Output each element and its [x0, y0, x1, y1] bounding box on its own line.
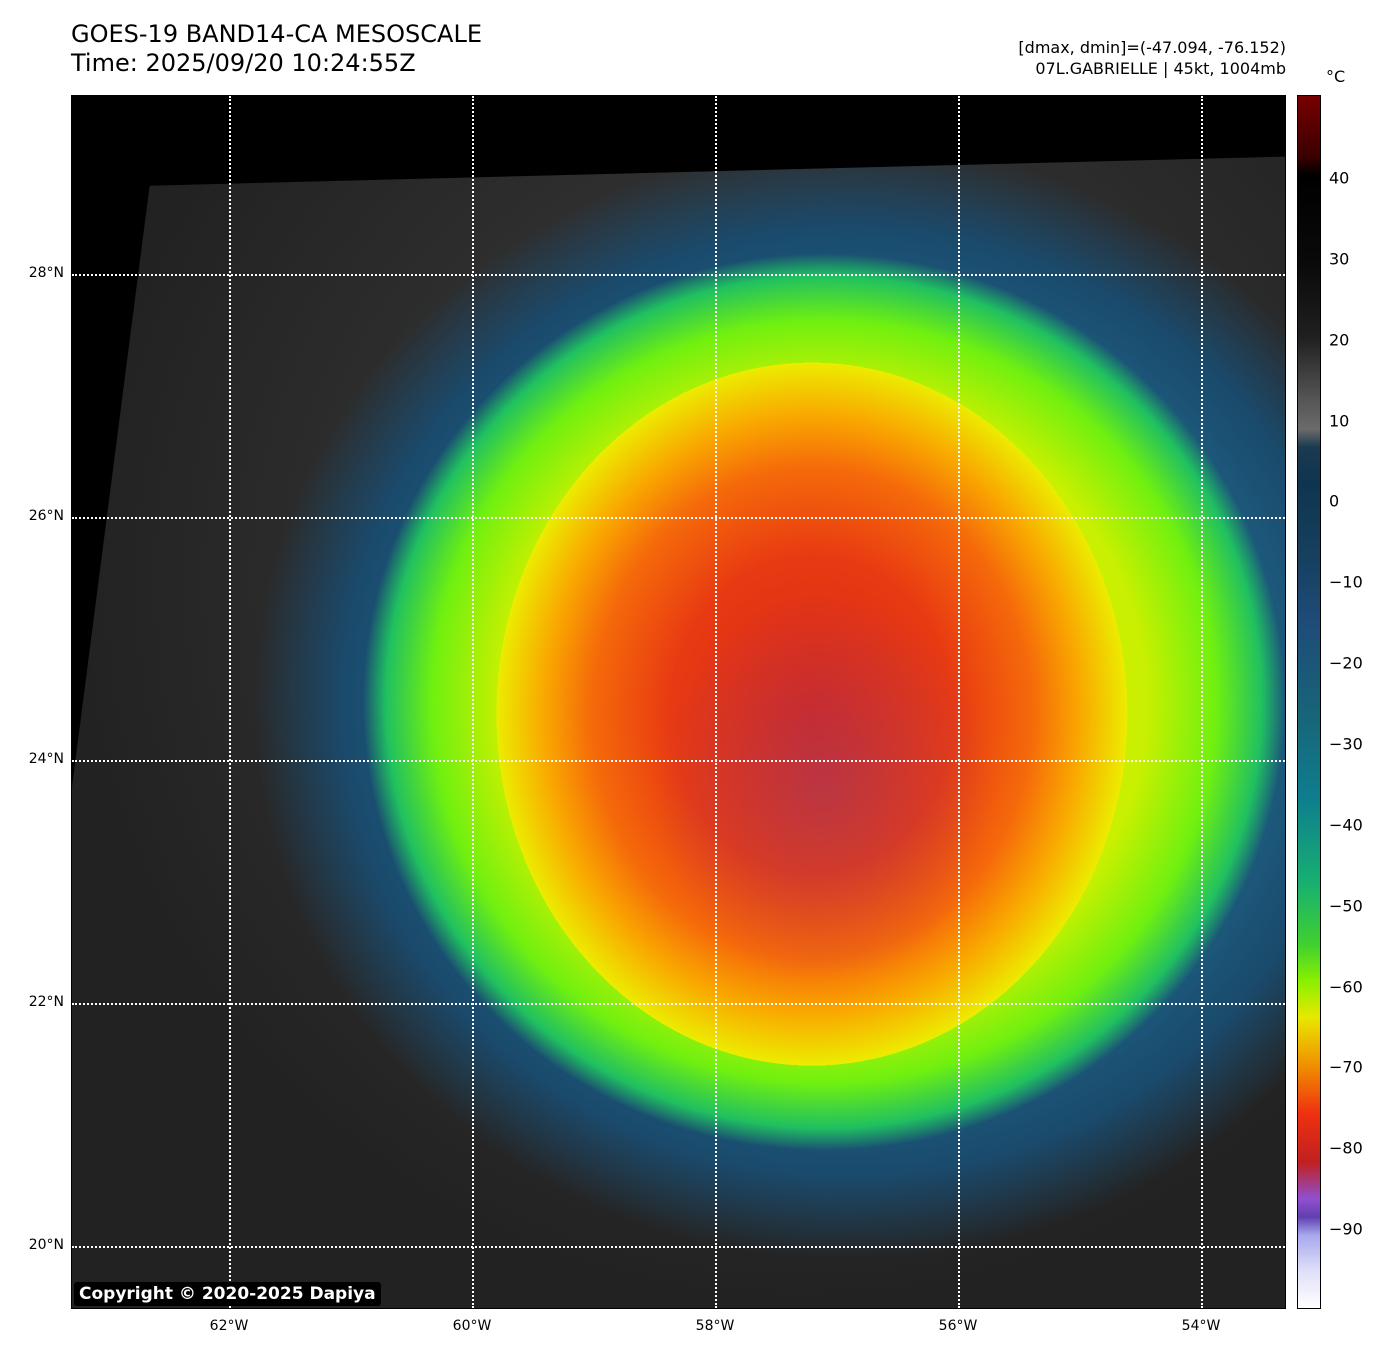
colorbar-tick: 20 [1329, 330, 1350, 350]
gridline-22n [72, 1003, 1285, 1005]
colorbar-tick: −30 [1329, 734, 1363, 754]
colorbar-tick: 40 [1329, 168, 1350, 188]
gridline-24n [72, 760, 1285, 762]
colorbar-tick: −20 [1329, 653, 1363, 673]
copyright: Copyright © 2020-2025 Dapiya [74, 1282, 381, 1306]
lat-label: 26°N [28, 508, 64, 524]
colorbar [1297, 95, 1321, 1309]
lon-label: 54°W [1181, 1318, 1221, 1334]
colorbar-tick: 30 [1329, 249, 1350, 269]
lat-label: 24°N [28, 751, 64, 767]
lon-label: 56°W [938, 1318, 978, 1334]
title-time: Time: 2025/09/20 10:24:55Z [71, 49, 416, 77]
gridline-28n [72, 274, 1285, 276]
gridline-62w [229, 96, 231, 1308]
gridline-20n [72, 1246, 1285, 1248]
colorbar-tick: −90 [1329, 1219, 1363, 1239]
storm-name-intensity: 07L.GABRIELLE | 45kt, 1004mb [1035, 59, 1286, 78]
colorbar-tick: −40 [1329, 815, 1363, 835]
dmax-dmin: [dmax, dmin]=(-47.094, -76.152) [1018, 38, 1286, 57]
colorbar-tick: 0 [1329, 491, 1340, 511]
lat-label: 20°N [28, 1237, 64, 1253]
colorbar-tick: −70 [1329, 1057, 1363, 1077]
lat-label: 28°N [28, 265, 64, 281]
satellite-map: Copyright © 2020-2025 Dapiya [71, 95, 1286, 1309]
ir-imagery [72, 156, 1285, 1308]
plot-title: GOES-19 BAND14-CA MESOSCALE Time: 2025/09… [71, 20, 482, 78]
lon-label: 60°W [452, 1318, 492, 1334]
colorbar-tick: −50 [1329, 896, 1363, 916]
lat-label: 22°N [28, 994, 64, 1010]
colorbar-tick: 10 [1329, 411, 1350, 431]
title-product: GOES-19 BAND14-CA MESOSCALE [71, 20, 482, 48]
gridline-54w [1201, 96, 1203, 1308]
gridline-56w [958, 96, 960, 1308]
colorbar-unit: °C [1326, 67, 1346, 86]
storm-info: [dmax, dmin]=(-47.094, -76.152) 07L.GABRI… [1018, 37, 1286, 79]
colorbar-tick: −80 [1329, 1138, 1363, 1158]
colorbar-tick: −60 [1329, 977, 1363, 996]
lon-label: 62°W [209, 1318, 249, 1334]
gridline-26n [72, 517, 1285, 519]
gridline-60w [472, 96, 474, 1308]
lon-label: 58°W [695, 1318, 735, 1334]
gridline-58w [715, 96, 717, 1308]
colorbar-tick: −10 [1329, 572, 1363, 592]
